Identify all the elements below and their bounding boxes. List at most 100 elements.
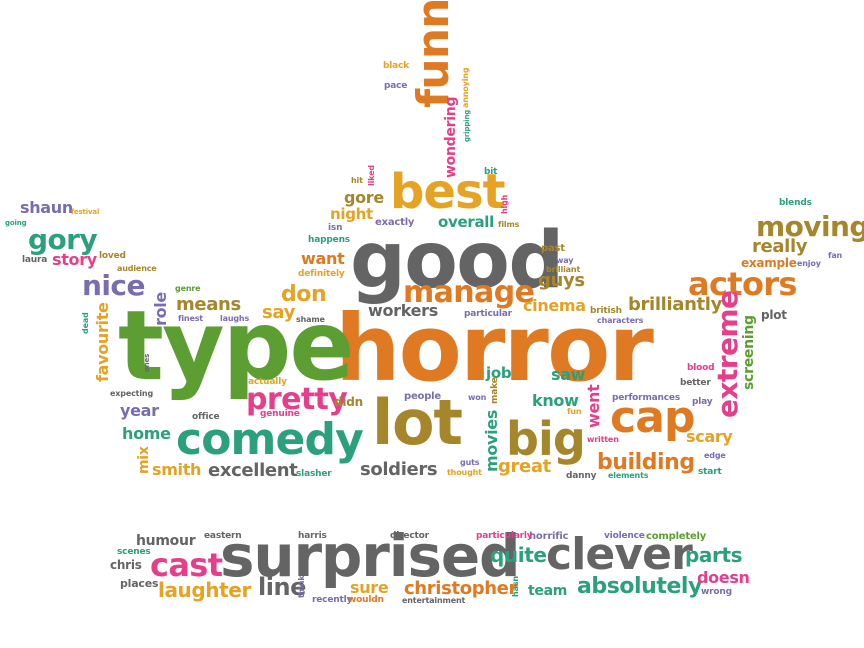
word-black: black <box>383 61 410 71</box>
word-laughter: laughter <box>158 578 251 602</box>
word-guts: guts <box>460 458 480 467</box>
word-best: best <box>390 164 506 220</box>
word-mix: mix <box>136 446 152 474</box>
word-edge: edge <box>704 451 726 460</box>
word-performances: performances <box>612 393 681 403</box>
word-entertainment: entertainment <box>402 596 466 605</box>
word-chris: chris <box>110 558 142 572</box>
word-past: past <box>541 243 565 254</box>
word-characters: characters <box>597 316 644 325</box>
word-home: home <box>122 424 171 443</box>
word-annoying: annoying <box>461 67 470 108</box>
word-year: year <box>120 401 159 420</box>
word-absolutely: absolutely <box>577 574 702 599</box>
word-nice: nice <box>82 269 145 302</box>
word-team: team <box>528 583 568 599</box>
word-won: won <box>468 393 487 402</box>
word-think: think <box>297 575 306 598</box>
word-story: story <box>52 250 97 269</box>
word-expecting: expecting <box>110 389 154 398</box>
word-gory: gory <box>28 223 98 256</box>
word-actually: actually <box>248 377 287 387</box>
word-great: great <box>498 456 551 477</box>
word-violence: violence <box>604 531 645 541</box>
word-moving: moving <box>756 210 864 243</box>
word-plot: plot <box>761 308 787 322</box>
word-genuine: genuine <box>260 409 300 419</box>
word-scenes: scenes <box>117 547 151 557</box>
word-clever: clever <box>546 529 693 580</box>
word-soldiers: soldiers <box>360 459 438 480</box>
word-movies: movies <box>482 409 501 472</box>
word-genre: genre <box>175 284 201 293</box>
word-funny: funny <box>408 0 459 108</box>
word-manage: manage <box>403 275 535 310</box>
word-happens: happens <box>308 235 350 245</box>
word-don: don <box>281 282 327 307</box>
word-workers: workers <box>368 301 438 320</box>
word-type: type <box>118 290 355 402</box>
word-elements: elements <box>608 471 649 480</box>
word-favourite: favourite <box>93 302 112 382</box>
word-horror: horror <box>335 295 654 402</box>
word-wouldn: wouldn <box>348 595 384 605</box>
word-laughs: laughs <box>220 314 250 323</box>
word-example: example <box>741 256 797 270</box>
word-eastern: eastern <box>204 531 242 541</box>
word-play: play <box>692 397 713 407</box>
word-films: films <box>498 220 520 229</box>
word-ones: ones <box>143 353 151 372</box>
word-better: better <box>680 378 711 388</box>
word-gripping: gripping <box>463 109 471 142</box>
word-people: people <box>404 391 441 402</box>
word-audience: audience <box>117 264 157 273</box>
word-night: night <box>330 205 373 223</box>
word-excellent: excellent <box>208 460 298 481</box>
word-overall: overall <box>438 213 494 231</box>
word-start: start <box>698 467 722 477</box>
word-want: want <box>301 249 345 268</box>
word-comedy: comedy <box>176 414 364 465</box>
word-say: say <box>262 302 295 323</box>
word-line: line <box>258 573 306 601</box>
word-danny: danny <box>566 471 597 481</box>
word-shaun: shaun <box>20 198 73 217</box>
word-slasher: slasher <box>296 469 332 479</box>
word-smith: smith <box>152 460 202 479</box>
word-gore: gore <box>344 188 384 207</box>
word-really: really <box>752 236 808 257</box>
word-way: way <box>556 256 574 265</box>
word-loved: loved <box>99 251 126 261</box>
word-finest: finest <box>178 314 203 323</box>
word-scary: scary <box>686 427 733 446</box>
word-screening: screening <box>741 315 757 390</box>
word-role: role <box>151 292 170 326</box>
word-director: director <box>390 531 429 541</box>
word-office: office <box>192 412 220 422</box>
word-fan: fan <box>828 251 843 260</box>
word-actors: actors <box>688 265 797 303</box>
word-brilliant: brilliant <box>546 265 581 274</box>
word-sure: sure <box>350 578 389 597</box>
word-hit: hit <box>351 176 363 185</box>
word-quite: quite <box>490 543 547 567</box>
word-high: high <box>500 194 509 214</box>
word-cap: cap <box>610 392 696 443</box>
word-particularly: particularly <box>476 531 533 541</box>
word-humour: humour <box>136 533 196 549</box>
word-blends: blends <box>779 198 812 208</box>
word-lot: lot <box>372 386 463 459</box>
word-wondering: wondering <box>443 96 459 178</box>
word-good: good <box>350 216 564 306</box>
word-exactly: exactly <box>375 217 415 228</box>
word-means: means <box>176 294 241 315</box>
word-particular: particular <box>464 309 512 319</box>
word-doesn: doesn <box>697 568 750 587</box>
word-wrong: wrong <box>701 587 732 597</box>
word-cinema: cinema <box>523 296 586 315</box>
word-enjoy: enjoy <box>797 259 821 268</box>
word-christopher: christopher <box>404 578 518 599</box>
word-surprised: surprised <box>220 522 521 590</box>
word-building: building <box>597 450 695 475</box>
